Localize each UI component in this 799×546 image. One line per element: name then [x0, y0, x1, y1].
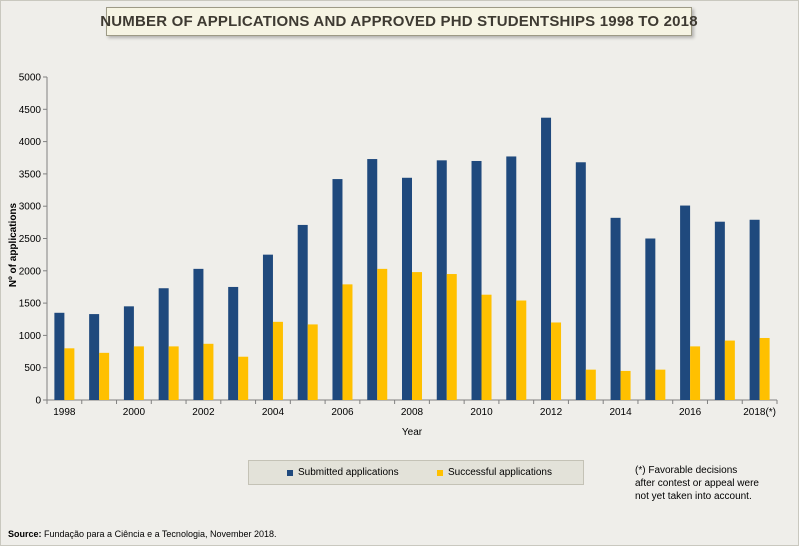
- bar-submitted: [575, 162, 586, 400]
- footnote: (*) Favorable decisions after contest or…: [635, 464, 795, 503]
- bar-submitted: [541, 117, 552, 400]
- legend-label-successful: Successful applications: [448, 467, 552, 478]
- y-tick-label: 2500: [19, 234, 42, 245]
- x-tick-label: 2008: [401, 407, 424, 418]
- bar-submitted: [749, 219, 760, 400]
- legend-item-submitted: Submitted applications: [287, 467, 399, 478]
- bar-successful: [585, 369, 596, 400]
- bar-submitted: [123, 306, 134, 400]
- footnote-line: (*) Favorable decisions: [635, 465, 738, 476]
- x-tick-label: 2004: [262, 407, 285, 418]
- bar-submitted: [367, 159, 378, 400]
- y-axis: 0 500 1000 1500 2000 2500 3000 3500 4000 4500 5000: [19, 73, 48, 407]
- legend-swatch-submitted: [287, 469, 293, 476]
- chart-title: NUMBER OF APPLICATIONS AND APPROVED PHD …: [100, 7, 698, 36]
- x-tick-label: 2000: [123, 407, 146, 418]
- y-tick-label: 4500: [19, 105, 42, 116]
- bar-submitted: [89, 314, 100, 400]
- x-tick-label: 2014: [609, 407, 632, 418]
- bar-successful: [238, 356, 249, 400]
- source-label: Source:: [8, 529, 42, 539]
- bar-successful: [551, 322, 562, 400]
- y-tick-label: 5000: [19, 73, 42, 84]
- bar-successful: [412, 272, 422, 400]
- legend: Submitted applications Successful applic…: [248, 460, 584, 485]
- x-tick-label: 2018(*): [743, 407, 776, 418]
- bar-successful: [690, 346, 701, 400]
- y-tick-label: 500: [24, 363, 41, 374]
- y-tick-label: 0: [35, 396, 41, 407]
- y-tick-label: 1000: [19, 331, 42, 342]
- bar-submitted: [228, 286, 239, 400]
- bar-successful: [168, 346, 179, 400]
- x-axis-label: Year: [402, 427, 423, 438]
- bars: [54, 117, 770, 400]
- legend-swatch-successful: [437, 469, 443, 476]
- x-tick-label: 2010: [470, 407, 493, 418]
- bar-submitted: [680, 205, 691, 400]
- bar-submitted: [402, 177, 412, 400]
- bar-submitted: [54, 312, 65, 400]
- bar-successful: [620, 370, 631, 400]
- legend-item-successful: Successful applications: [437, 467, 552, 478]
- y-tick-label: 2000: [19, 266, 42, 277]
- y-tick-label: 3000: [19, 202, 42, 213]
- bar-successful: [99, 352, 110, 400]
- x-axis: 1998 2000 2002 2004 2006 2008 2010 2012 2014 2016…: [46, 399, 778, 418]
- source-note: Source: Fundação para a Ciência e a Tecn…: [8, 529, 277, 539]
- y-axis-label: Nº of applications: [8, 202, 19, 287]
- footnote-line: after contest or appeal were: [635, 478, 759, 489]
- bar-successful: [64, 348, 75, 400]
- bar-successful: [759, 337, 770, 400]
- source-text: Fundação para a Ciência e a Tecnologia, …: [41, 529, 277, 539]
- bar-successful: [342, 284, 353, 400]
- bar-submitted: [436, 160, 447, 400]
- footnote-line: not yet taken into account.: [635, 491, 752, 502]
- y-tick-label: 3500: [19, 169, 42, 180]
- bar-successful: [203, 343, 214, 400]
- bar-submitted: [471, 160, 482, 400]
- bar-successful: [307, 324, 318, 400]
- bar-submitted: [193, 268, 204, 400]
- bar-submitted: [262, 254, 273, 400]
- x-tick-label: 2002: [192, 407, 215, 418]
- bar-submitted: [610, 217, 621, 400]
- legend-label-submitted: Submitted applications: [298, 467, 399, 478]
- bar-successful: [377, 268, 388, 400]
- bar-submitted: [506, 156, 517, 400]
- bar-submitted: [332, 179, 343, 400]
- bar-successful: [481, 294, 492, 400]
- bar-successful: [446, 274, 457, 400]
- x-tick-label: 2012: [540, 407, 563, 418]
- bar-submitted: [645, 238, 656, 400]
- bar-successful: [516, 300, 527, 400]
- bar-submitted: [297, 224, 308, 400]
- bar-successful: [724, 340, 735, 400]
- x-tick-label: 2006: [331, 407, 354, 418]
- bar-successful: [655, 369, 666, 400]
- y-tick-label: 1500: [19, 299, 42, 310]
- bar-submitted: [714, 221, 725, 400]
- bar-successful: [272, 321, 283, 400]
- x-tick-label: 2016: [679, 407, 702, 418]
- x-tick-label: 1998: [53, 407, 76, 418]
- y-tick-label: 4000: [19, 137, 42, 148]
- bar-successful: [133, 346, 144, 400]
- bar-submitted: [158, 288, 169, 400]
